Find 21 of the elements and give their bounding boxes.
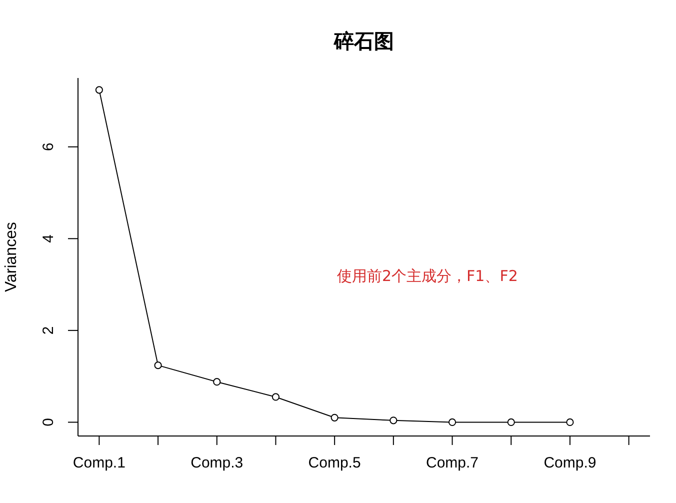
point bbox=[213, 378, 221, 386]
point bbox=[566, 418, 574, 426]
point bbox=[448, 418, 456, 426]
point bbox=[95, 86, 103, 94]
y-tick-label: 4 bbox=[40, 234, 57, 243]
point bbox=[390, 416, 398, 424]
point bbox=[330, 414, 338, 422]
x-tick-label: Comp.5 bbox=[308, 454, 361, 472]
x-tick-label: Comp.3 bbox=[190, 454, 244, 472]
point bbox=[507, 418, 515, 426]
y-tick-label: 0 bbox=[40, 418, 57, 426]
y-tick-label: 6 bbox=[40, 142, 57, 152]
x-tick-label: Comp.9 bbox=[544, 454, 596, 472]
chart-title: 碎石图 bbox=[332, 28, 395, 54]
x-tick-label: Comp.1 bbox=[72, 454, 126, 472]
y-tick-label: 2 bbox=[40, 326, 57, 335]
point bbox=[154, 362, 162, 370]
x-tick-label: Comp.7 bbox=[426, 454, 479, 472]
annotation: 使用前2个主成分，F1、F2 bbox=[337, 266, 518, 286]
y-axis-title: Variances bbox=[3, 222, 21, 292]
point bbox=[272, 393, 280, 401]
